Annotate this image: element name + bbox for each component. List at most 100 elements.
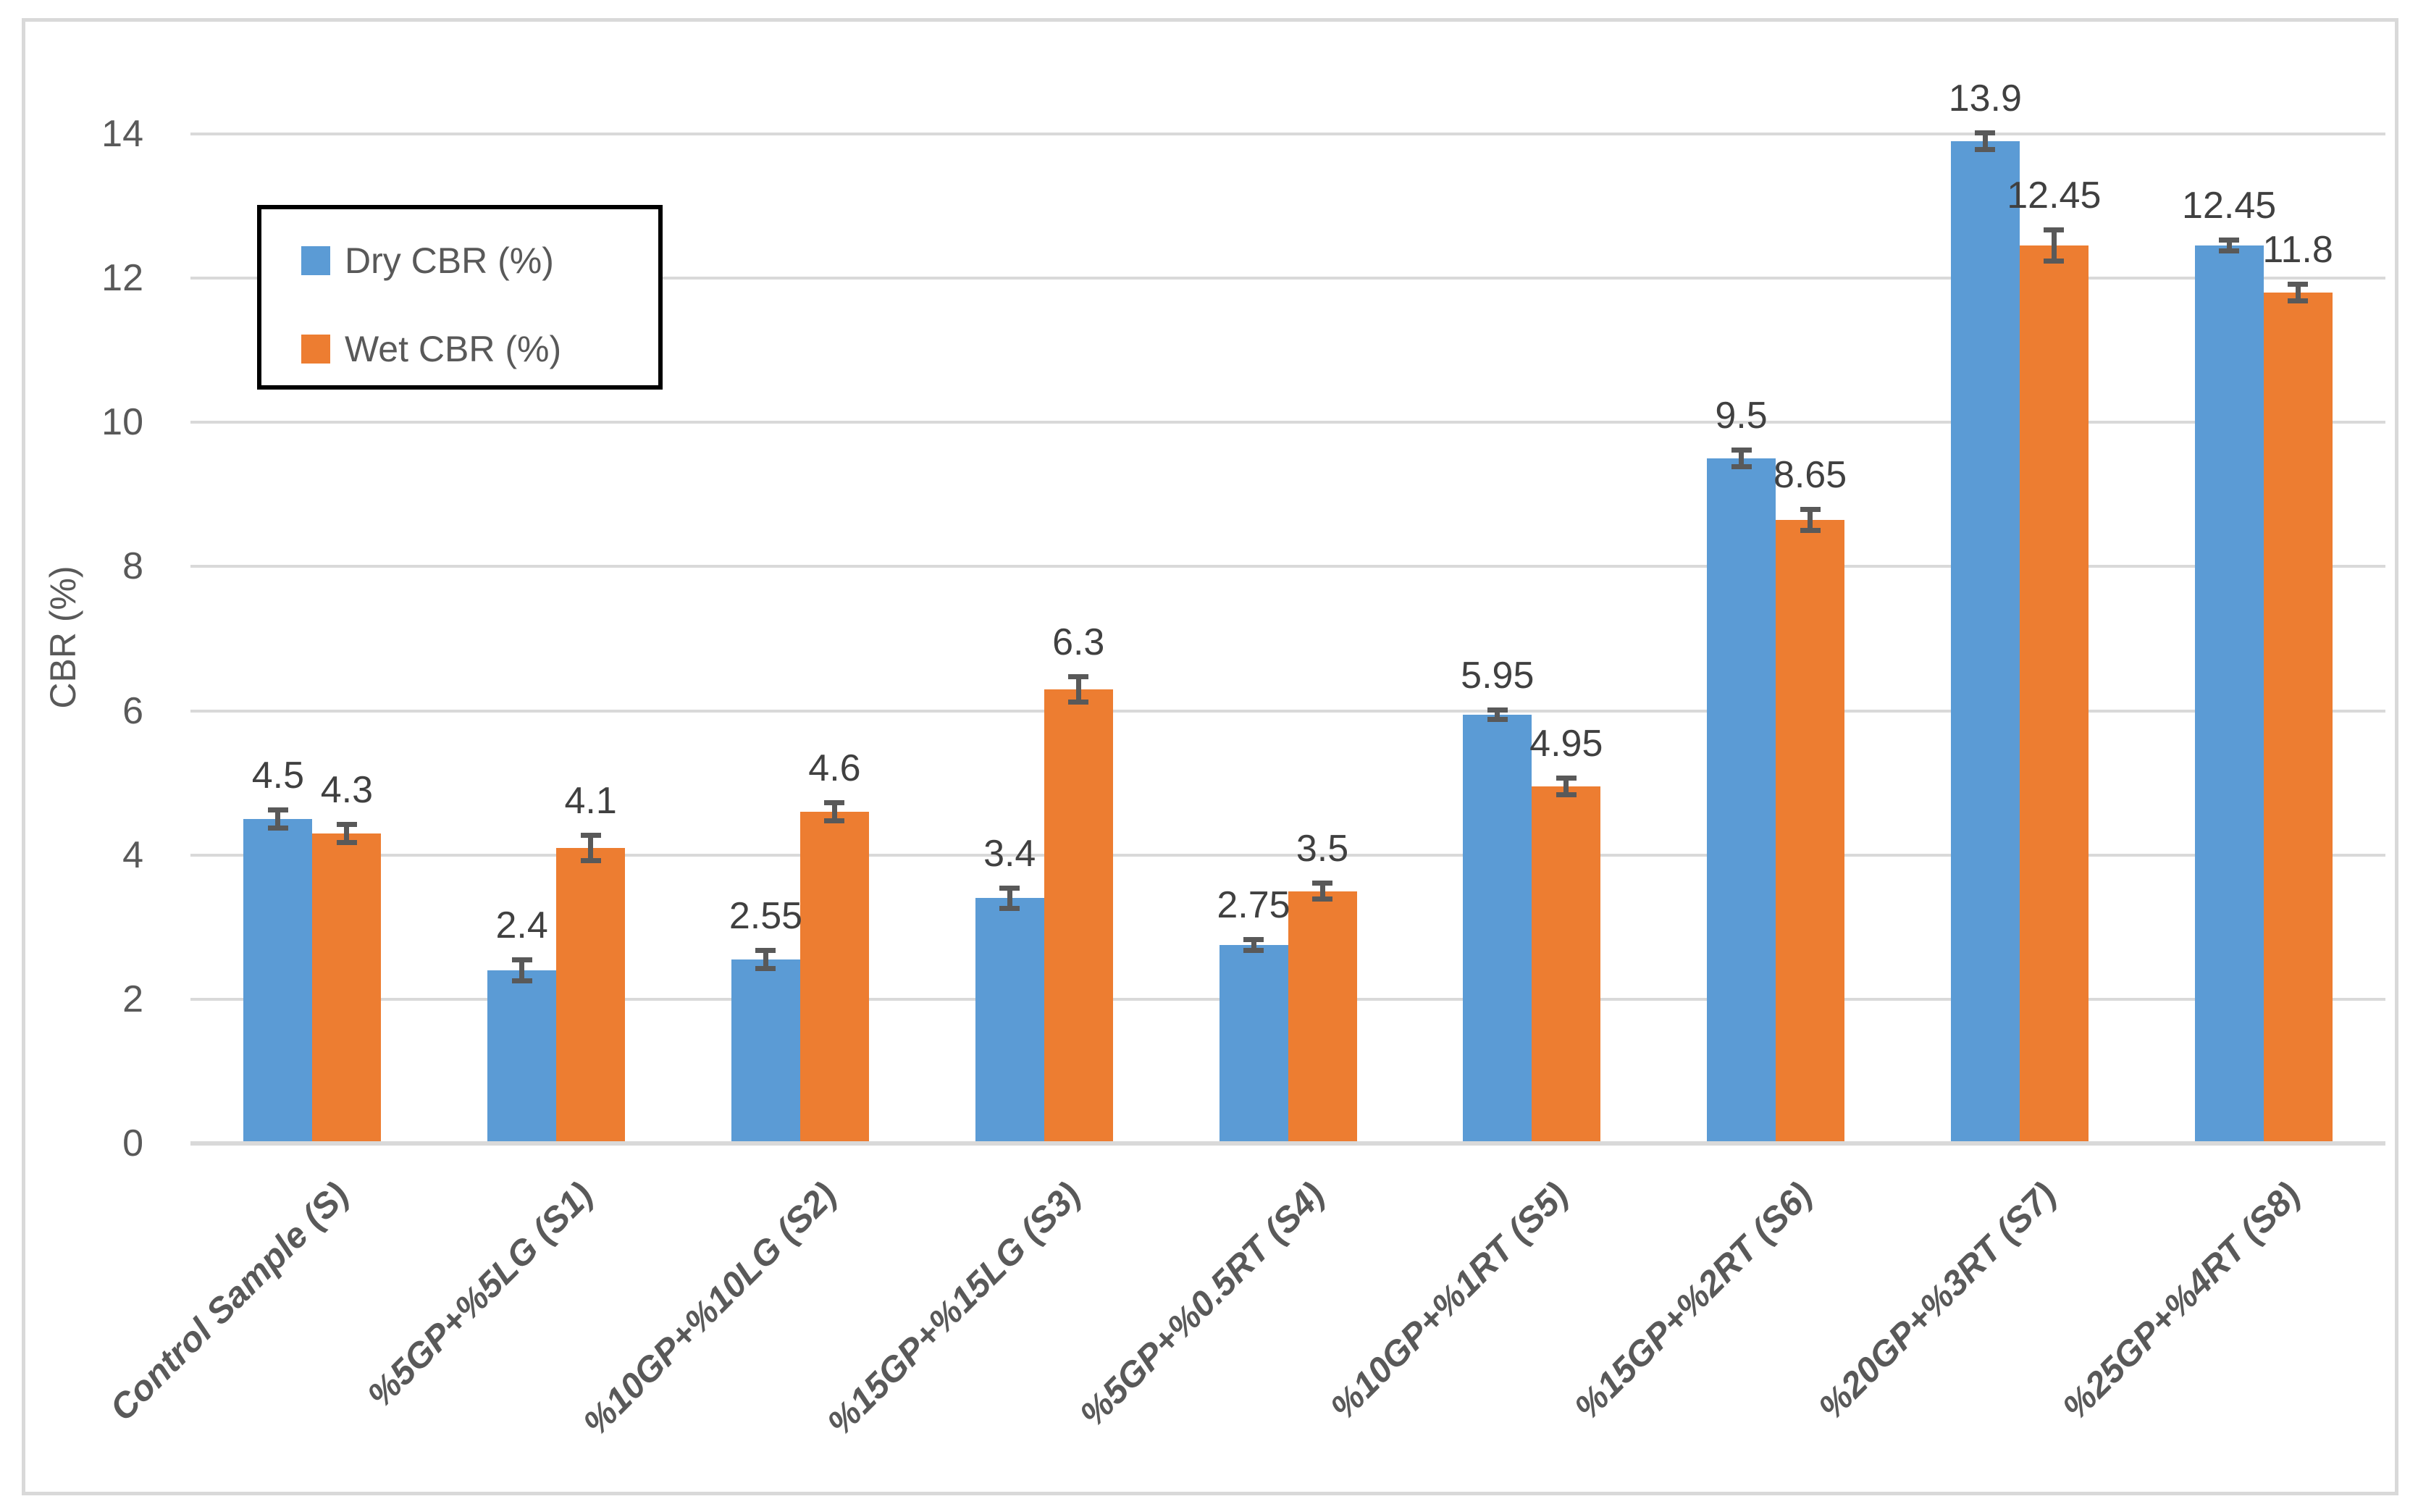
y-tick-label: 12 <box>101 257 143 300</box>
error-bar-cap-top <box>1243 937 1264 943</box>
error-bar-cap-top <box>511 957 532 963</box>
error-bar-line <box>763 950 768 970</box>
error-bar-line <box>1563 778 1569 796</box>
gridline <box>190 853 2385 857</box>
error-bar-cap-bottom <box>336 839 357 845</box>
y-tick-label: 2 <box>122 978 143 1020</box>
bar-dry <box>487 970 557 1143</box>
bar-value-label: 4.5 <box>251 754 305 797</box>
bar-value-label: 8.65 <box>1773 453 1847 496</box>
bar-dry <box>731 959 800 1143</box>
error-bar-cap-bottom <box>1068 699 1089 705</box>
error-bar-line <box>2295 284 2301 301</box>
bar-wet <box>1288 891 1357 1143</box>
bar-wet <box>1044 689 1113 1143</box>
x-category-label: Control Sample (S) <box>103 1175 357 1429</box>
x-category-label: %5GP+%0.5RT (S4) <box>1072 1175 1332 1435</box>
x-category-label: %20GP+%3RT (S7) <box>1811 1175 2064 1428</box>
error-bar-cap-top <box>1975 130 1996 135</box>
x-category-label: %10GP+%1RT (S5) <box>1323 1175 1577 1428</box>
bar-value-label: 11.8 <box>2262 229 2333 272</box>
error-bar-line <box>275 809 281 828</box>
error-bar-line <box>1982 133 1988 150</box>
error-bar-cap-top <box>2219 238 2240 243</box>
x-category-label: %25GP+%4RT (S8) <box>2054 1175 2308 1428</box>
legend-label-dry: Dry CBR (%) <box>345 240 554 281</box>
bar-value-label: 4.3 <box>320 768 374 811</box>
bar-dry <box>243 818 313 1143</box>
error-bar-line <box>588 834 594 861</box>
y-tick-label: 4 <box>122 833 143 876</box>
error-bar-cap-bottom <box>1731 464 1752 470</box>
legend: Dry CBR (%) Wet CBR (%) <box>257 205 663 390</box>
error-bar-cap-top <box>1731 448 1752 453</box>
legend-item-wet: Wet CBR (%) <box>261 316 658 382</box>
error-bar-cap-top <box>824 800 845 806</box>
bar-wet <box>799 811 869 1143</box>
gridline <box>190 709 2385 713</box>
bar-value-label: 3.5 <box>1296 827 1349 870</box>
chart-frame: 0 2 4 6 8 10 12 14 4.5 4.3 Control Sample (S) 2.4 4.… <box>22 18 2398 1495</box>
error-bar-cap-bottom <box>1243 948 1264 954</box>
bar-wet <box>1532 786 1601 1143</box>
error-bar-cap-bottom <box>2044 259 2065 264</box>
error-bar-cap-bottom <box>755 966 776 972</box>
y-tick-label: 14 <box>101 113 143 155</box>
bar-value-label: 6.3 <box>1052 621 1105 663</box>
legend-swatch-dry <box>301 246 330 275</box>
bar-wet <box>2019 245 2089 1143</box>
error-bar-cap-bottom <box>1312 896 1332 902</box>
legend-label-wet: Wet CBR (%) <box>345 329 562 369</box>
plot-area: 0 2 4 6 8 10 12 14 4.5 4.3 Control Sample (S) 2.4 4.… <box>25 22 2395 1492</box>
error-bar-line <box>2226 240 2232 252</box>
x-category-label: %15GP+%15LG (S3) <box>820 1175 1088 1444</box>
bar-value-label: 2.75 <box>1217 884 1290 927</box>
error-bar-cap-bottom <box>511 978 532 983</box>
bar-value-label: 5.95 <box>1461 654 1535 697</box>
y-axis-title: CBR (%) <box>43 566 83 709</box>
error-bar-line <box>1319 882 1325 900</box>
error-bar-cap-top <box>755 948 776 954</box>
bar-value-label: 12.45 <box>2182 185 2277 227</box>
x-category-label: %10GP+%10LG (S2) <box>576 1175 844 1444</box>
gridline <box>190 133 2385 135</box>
error-bar-line <box>344 823 350 843</box>
error-bar-cap-bottom <box>1800 527 1821 533</box>
error-bar-cap-top <box>1312 880 1332 886</box>
error-bar-line <box>1739 450 1745 467</box>
bar-wet <box>312 833 382 1143</box>
error-bar-cap-bottom <box>1975 146 1996 152</box>
bar-dry <box>1950 140 2020 1143</box>
error-bar-line <box>1495 709 1500 720</box>
bar-value-label: 3.4 <box>983 832 1036 875</box>
bar-value-label: 12.45 <box>2007 175 2102 217</box>
bar-dry <box>1219 945 1288 1143</box>
error-bar-cap-bottom <box>824 818 845 823</box>
bar-value-label: 2.55 <box>729 895 803 938</box>
bar-value-label: 9.5 <box>1715 395 1768 437</box>
bar-dry <box>975 898 1044 1143</box>
gridline <box>190 421 2385 424</box>
error-bar-cap-bottom <box>1487 716 1508 722</box>
bar-value-label: 2.4 <box>495 904 548 947</box>
error-bar-line <box>519 959 525 981</box>
error-bar-cap-top <box>2044 227 2065 233</box>
error-bar-cap-top <box>1487 707 1508 713</box>
bar-wet <box>2263 293 2333 1143</box>
error-bar-cap-top <box>267 807 288 812</box>
error-bar-line <box>1808 508 1813 531</box>
error-bar-cap-bottom <box>999 906 1020 912</box>
error-bar-cap-top <box>1556 776 1577 781</box>
bar-dry <box>2194 245 2264 1143</box>
y-tick-label: 10 <box>101 401 143 444</box>
gridline <box>190 277 2385 280</box>
error-bar-cap-bottom <box>2219 248 2240 254</box>
error-bar-cap-top <box>999 885 1020 891</box>
error-bar-cap-top <box>336 821 357 827</box>
y-tick-label: 8 <box>122 545 143 588</box>
bar-value-label: 4.95 <box>1529 723 1603 765</box>
error-bar-cap-bottom <box>2288 298 2309 303</box>
y-tick-label: 0 <box>122 1122 143 1164</box>
bar-wet <box>1776 519 1845 1143</box>
bar-value-label: 4.6 <box>808 747 861 790</box>
